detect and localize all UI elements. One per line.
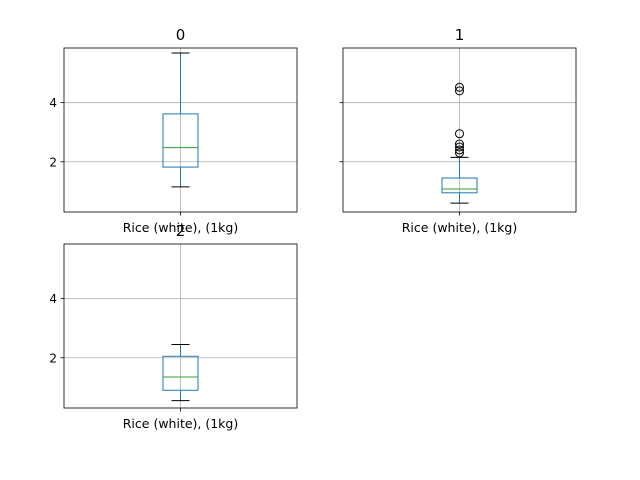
axes-frame	[63, 47, 298, 213]
y-tick-label: 4	[49, 96, 57, 110]
outlier-point	[455, 139, 464, 149]
axes-frame	[63, 243, 298, 409]
outlier-point	[455, 142, 464, 152]
y-tick-label: 4	[49, 292, 57, 306]
subplot-title: 1	[455, 26, 465, 44]
outlier-point	[455, 148, 464, 158]
y-tick-label: 2	[49, 351, 57, 365]
iqr-box	[441, 177, 478, 194]
outlier-point	[455, 129, 464, 139]
subplot-title: 2	[176, 222, 186, 240]
subplot-title: 0	[176, 26, 186, 44]
x-category-label: Rice (white), (1kg)	[123, 220, 239, 235]
outlier-point	[455, 145, 464, 155]
outlier-point	[455, 82, 464, 92]
x-category-label: Rice (white), (1kg)	[402, 220, 518, 235]
axes-frame	[342, 47, 577, 213]
iqr-box	[162, 113, 199, 168]
outlier-point	[455, 86, 464, 96]
x-category-label: Rice (white), (1kg)	[123, 416, 239, 431]
y-tick-label: 2	[49, 155, 57, 169]
iqr-box	[162, 355, 199, 391]
